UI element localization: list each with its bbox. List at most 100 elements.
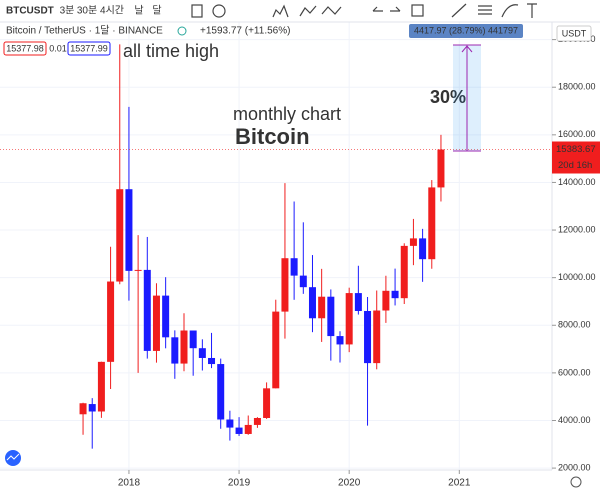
icon[interactable] [451, 3, 467, 18]
annotation: Bitcoin [235, 124, 310, 149]
candle-body [308, 287, 316, 319]
y-tick-label: 14000.00 [558, 177, 596, 187]
bid-box[interactable] [3, 41, 47, 56]
icon[interactable] [191, 4, 203, 18]
candle-body [180, 330, 188, 364]
interval[interactable]: 날 [134, 5, 143, 17]
y-tick-label: 2000.00 [558, 462, 591, 472]
candle-body [345, 293, 353, 345]
candle-body [263, 388, 271, 418]
axes: 2000.00 4000.00 6000.00 8000.00 10000.00 1200… [118, 34, 600, 489]
measure-label: 4417.97 (28.79%) 441797 [414, 25, 518, 35]
countdown-box [552, 157, 600, 174]
candle-body [272, 311, 280, 389]
icon[interactable] [299, 5, 317, 17]
candle-body [79, 403, 87, 415]
currency: USDT [562, 28, 587, 38]
settings[interactable] [568, 474, 584, 490]
icon[interactable] [501, 4, 519, 18]
candle-body [226, 419, 234, 428]
icon[interactable] [527, 3, 537, 18]
candle-body [419, 238, 427, 260]
candle-body [152, 295, 160, 351]
candle-body [318, 296, 326, 319]
candle-body [171, 337, 179, 364]
candle-body [437, 149, 445, 188]
candle-body [373, 310, 381, 364]
candle-body [162, 295, 170, 338]
icon[interactable] [212, 4, 226, 18]
intervals: 3분 30분 4시간 날 달 [60, 5, 162, 17]
bid: 15377.98 [6, 43, 44, 53]
last-price-label: 15383.67 [556, 144, 596, 155]
icon[interactable] [390, 6, 401, 12]
candle-body [354, 293, 362, 311]
legend-change: +1593.77 (+11.56%) [200, 26, 290, 37]
candle-body [244, 424, 252, 434]
y-tick-label: 4000.00 [558, 415, 591, 425]
y-tick-label: 12000.00 [558, 224, 596, 234]
interval[interactable]: 30분 [77, 5, 97, 17]
toolbar-icons [191, 3, 537, 18]
y-tick-label: 16000.00 [558, 129, 596, 139]
interval[interactable]: 달 [152, 5, 161, 17]
candle-body [336, 336, 344, 345]
ask: 15377.99 [70, 43, 108, 53]
candle-body [364, 310, 372, 364]
candle-body [208, 357, 216, 365]
candle-body [327, 296, 335, 337]
candle-body [281, 258, 289, 312]
candle-body [299, 275, 307, 288]
y-tick-label: 18000.00 [558, 82, 596, 92]
interval[interactable]: 3분 [60, 5, 75, 17]
x-tick-label: 2021 [448, 478, 471, 489]
icon[interactable] [478, 5, 492, 15]
candle-body [116, 189, 124, 282]
candle-body [235, 427, 243, 434]
annotation: monthly chart [233, 104, 341, 124]
y-tick-label: 8000.00 [558, 320, 591, 330]
x-tick-label: 2020 [338, 478, 361, 489]
last-price-box [552, 141, 600, 158]
candles [0, 44, 552, 449]
icon[interactable] [321, 6, 342, 15]
spread: 0.01 [49, 43, 67, 53]
icon[interactable] [411, 4, 424, 17]
x-tick-label: 2018 [118, 478, 141, 489]
candle-body [198, 348, 206, 358]
candle-body [400, 245, 408, 299]
icon[interactable] [272, 4, 289, 18]
candle-body [217, 364, 225, 420]
symbol[interactable]: BTCUSDT [6, 6, 54, 17]
y-tick-label: 6000.00 [558, 367, 591, 377]
candle-body [125, 189, 133, 271]
logo-mark [6, 453, 20, 461]
candle-body [253, 417, 261, 425]
candle-body [107, 281, 115, 362]
x-tick-label: 2019 [228, 478, 251, 489]
candle-body [97, 361, 105, 412]
settings-icon [570, 476, 582, 488]
ask-box[interactable] [67, 41, 111, 56]
candle-body [391, 290, 399, 299]
candle-body [88, 404, 96, 412]
annotation: 30% [430, 87, 466, 107]
status-dot [177, 26, 187, 36]
measure-label-box [409, 24, 523, 38]
candle-body [428, 187, 436, 260]
candle-body [409, 238, 417, 246]
y-tick-label: 10000.00 [558, 272, 596, 282]
icon[interactable] [372, 6, 383, 12]
annotation: all time high [123, 41, 219, 61]
countdown: 20d 16h [558, 160, 592, 171]
interval[interactable]: 4시간 [100, 5, 124, 17]
candle-body [189, 330, 197, 349]
measure-arrowhead [461, 45, 473, 53]
legend-title: Bitcoin / TetherUS · 1달 · BINANCE [6, 25, 163, 37]
toolbar [0, 0, 600, 22]
candle-body [134, 269, 142, 271]
candle-body [382, 290, 390, 311]
currency-box[interactable] [556, 25, 592, 42]
